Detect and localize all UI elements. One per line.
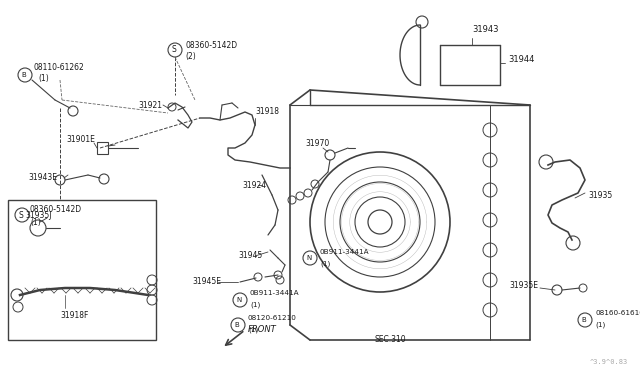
Text: 31901E: 31901E bbox=[66, 135, 95, 144]
Text: N: N bbox=[236, 297, 242, 303]
Bar bbox=[8, 200, 156, 340]
Text: 31943: 31943 bbox=[472, 26, 499, 35]
Text: (1): (1) bbox=[250, 302, 260, 308]
Text: 31918F: 31918F bbox=[60, 311, 88, 320]
Text: (2): (2) bbox=[185, 52, 196, 61]
Text: 31944: 31944 bbox=[508, 55, 534, 64]
Text: 31970: 31970 bbox=[305, 138, 329, 148]
Text: 0B911-3441A: 0B911-3441A bbox=[250, 290, 300, 296]
Text: FRONT: FRONT bbox=[248, 326, 276, 334]
Text: (1): (1) bbox=[595, 322, 605, 328]
Bar bbox=[97, 142, 108, 154]
Text: 31943E: 31943E bbox=[28, 173, 57, 183]
Text: 31945: 31945 bbox=[238, 251, 262, 260]
Text: N: N bbox=[307, 255, 312, 261]
Text: B: B bbox=[235, 322, 239, 328]
Text: (1): (1) bbox=[320, 261, 330, 267]
Text: 31945E: 31945E bbox=[192, 278, 221, 286]
Text: S: S bbox=[19, 211, 24, 219]
Text: 31918: 31918 bbox=[255, 108, 279, 116]
Text: 08360-5142D: 08360-5142D bbox=[30, 205, 82, 215]
Text: SEC.310: SEC.310 bbox=[374, 336, 406, 344]
Text: 08110-61262: 08110-61262 bbox=[33, 64, 84, 73]
Text: (1): (1) bbox=[30, 218, 41, 227]
Text: 31935J: 31935J bbox=[25, 211, 51, 219]
Text: 08160-61610: 08160-61610 bbox=[595, 310, 640, 316]
Text: (1): (1) bbox=[248, 327, 259, 333]
Text: 31935E: 31935E bbox=[509, 280, 538, 289]
Text: ^3.9^0.83: ^3.9^0.83 bbox=[589, 359, 628, 365]
Text: B: B bbox=[22, 72, 26, 78]
Text: (1): (1) bbox=[38, 74, 49, 83]
Text: 0B911-3441A: 0B911-3441A bbox=[320, 249, 370, 255]
Text: S: S bbox=[172, 45, 177, 55]
Text: B: B bbox=[582, 317, 586, 323]
Text: 08120-61210: 08120-61210 bbox=[248, 315, 297, 321]
Text: 31935: 31935 bbox=[588, 190, 612, 199]
Text: 08360-5142D: 08360-5142D bbox=[185, 41, 237, 49]
Text: 31921: 31921 bbox=[138, 100, 162, 109]
Text: 31924: 31924 bbox=[242, 180, 266, 189]
